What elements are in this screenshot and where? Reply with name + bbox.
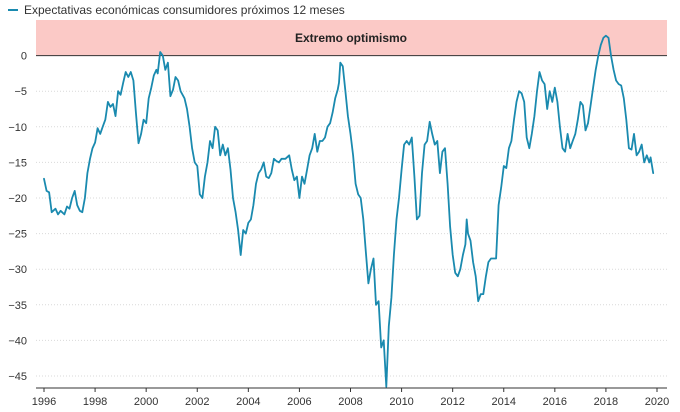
optimism-band: [36, 20, 667, 56]
x-tick-label: 2008: [338, 396, 362, 408]
band-label: Extremo optimismo: [295, 31, 407, 45]
x-tick-label: 2004: [236, 396, 260, 408]
y-tick-label: −40: [8, 335, 27, 347]
x-tick-label: 2000: [134, 396, 158, 408]
legend-label: Expectativas económicas consumidores pró…: [24, 3, 345, 17]
series-layer: [43, 34, 655, 388]
series-line: [43, 34, 655, 388]
annotation-layer: Extremo optimismo: [295, 31, 407, 45]
y-axis-ticks: 0 −5 −10 −15 −20 −25 −30 −35 −40 −45: [8, 51, 27, 383]
legend-swatch: [8, 9, 18, 11]
y-tick-label: −30: [8, 264, 27, 276]
x-tick-label: 2010: [389, 396, 413, 408]
y-tick-label: 0: [21, 51, 27, 63]
y-tick-label: −45: [8, 371, 27, 383]
y-tick-label: −15: [8, 157, 27, 169]
x-tick-label: 1996: [32, 396, 56, 408]
x-tick-label: 2002: [185, 396, 209, 408]
gridlines: [36, 55, 667, 377]
x-tick-label: 2014: [492, 396, 516, 408]
x-tick-label: 2012: [440, 396, 464, 408]
x-tick-label: 2018: [594, 396, 618, 408]
y-tick-label: −35: [8, 300, 27, 312]
y-tick-label: −20: [8, 193, 27, 205]
y-tick-label: −5: [14, 86, 27, 98]
x-tick-label: 2016: [543, 396, 567, 408]
y-tick-label: −10: [8, 122, 27, 134]
x-tick-label: 2020: [645, 396, 669, 408]
x-axis-ticks: 1996 1998 2000 2002 2004 2006 2008 2010 2012 2014…: [32, 387, 669, 408]
x-tick-label: 1998: [83, 396, 107, 408]
band-rect: [36, 20, 667, 56]
legend: Expectativas económicas consumidores pró…: [8, 3, 345, 17]
x-tick-label: 2006: [287, 396, 311, 408]
y-tick-label: −25: [8, 229, 27, 241]
